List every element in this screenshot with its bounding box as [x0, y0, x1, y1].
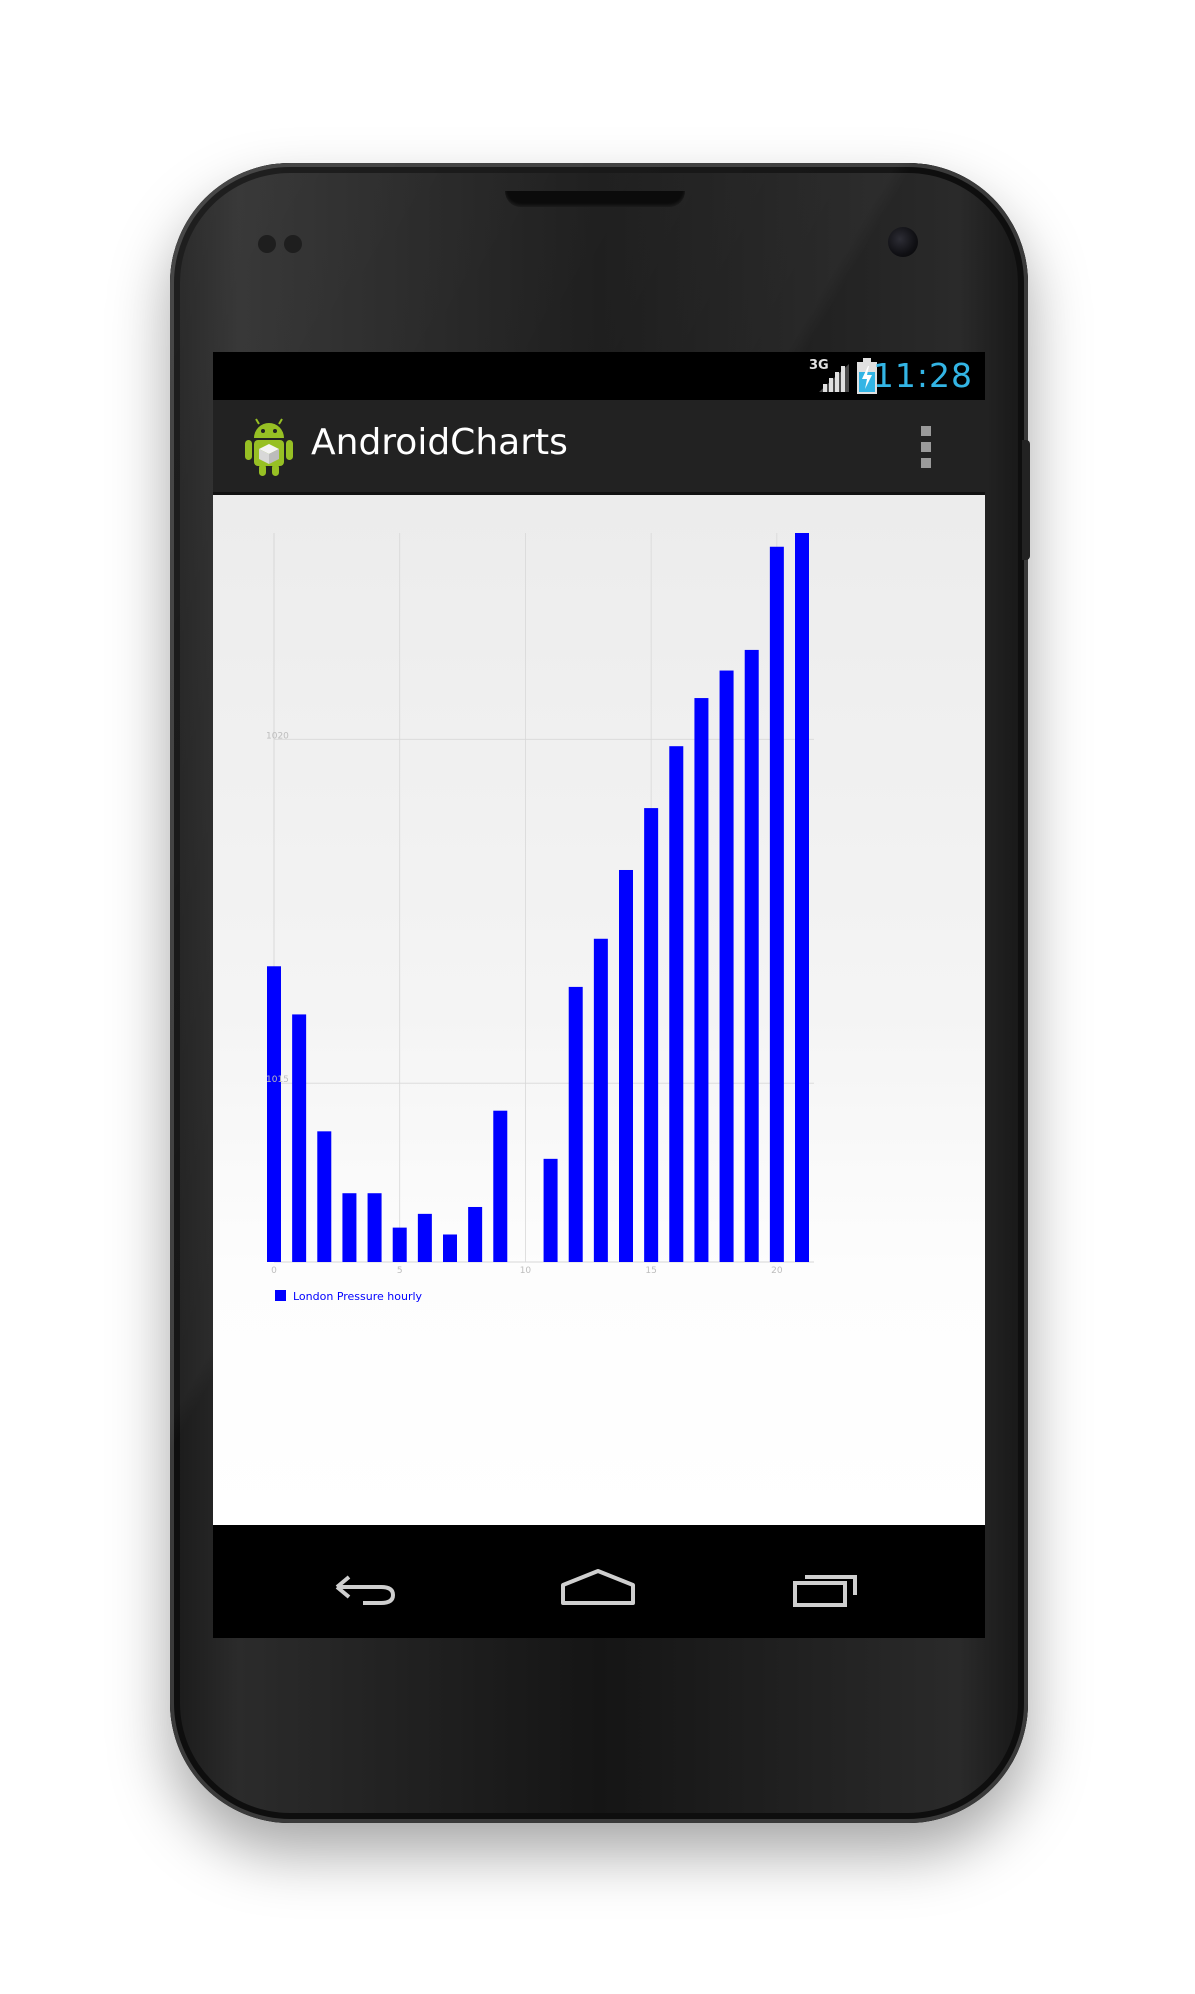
chart-bar	[669, 746, 684, 1262]
phone-screen: 3G 11:28	[213, 352, 985, 1638]
chart-bar	[644, 808, 659, 1262]
home-icon[interactable]	[553, 1557, 643, 1617]
power-button	[1022, 440, 1030, 560]
chart-bars	[267, 533, 809, 1262]
chart-bar	[267, 966, 281, 1262]
front-camera	[888, 227, 918, 257]
x-tick-label: 0	[271, 1266, 277, 1276]
legend-label: London Pressure hourly	[293, 1290, 423, 1303]
signal-strength-icon	[819, 364, 849, 392]
navigation-bar	[213, 1535, 985, 1638]
chart-bar	[342, 1193, 357, 1262]
legend-swatch	[275, 1290, 286, 1301]
chart-bar	[568, 986, 583, 1262]
chart-bar	[795, 533, 809, 1262]
chart-bar	[292, 1014, 307, 1262]
proximity-sensors	[258, 235, 304, 253]
chart-bar	[443, 1234, 457, 1262]
chart-bar	[317, 1131, 332, 1262]
x-tick-label: 10	[520, 1266, 532, 1276]
chart-bar	[719, 670, 734, 1262]
chart-bar	[367, 1193, 382, 1262]
recents-icon[interactable]	[783, 1557, 873, 1617]
x-tick-label: 5	[397, 1266, 403, 1276]
x-tick-label: 15	[645, 1266, 656, 1276]
chart-bar	[619, 869, 633, 1262]
y-tick-label: 1020	[266, 731, 289, 741]
chart-bar	[593, 938, 608, 1262]
chart-bar	[744, 649, 759, 1262]
status-clock: 11:28	[872, 356, 973, 395]
status-bar: 3G 11:28	[213, 352, 985, 400]
battery-charging-icon	[857, 358, 877, 394]
network-type-label: 3G	[809, 358, 829, 373]
chart-legend: London Pressure hourly	[275, 1290, 423, 1303]
y-tick-label: 1015	[266, 1075, 289, 1085]
chart-bar	[468, 1206, 483, 1262]
speaker-grille	[505, 191, 685, 207]
chart-bar	[543, 1158, 558, 1262]
chart-bar	[493, 1110, 508, 1262]
overflow-menu-icon[interactable]	[919, 426, 933, 468]
x-tick-label: 20	[771, 1266, 783, 1276]
action-bar: AndroidCharts	[213, 400, 985, 495]
chart-bar	[392, 1227, 407, 1262]
chart-content-area: 0 5 10 15 20 1015 1020 London Pressure hourly	[213, 495, 985, 1525]
chart-bar	[417, 1213, 432, 1262]
app-title: AndroidCharts	[311, 422, 568, 463]
chart-bar	[769, 546, 784, 1262]
android-robot-icon[interactable]	[241, 414, 297, 478]
chart-bar	[694, 698, 709, 1262]
back-icon[interactable]	[323, 1557, 413, 1617]
